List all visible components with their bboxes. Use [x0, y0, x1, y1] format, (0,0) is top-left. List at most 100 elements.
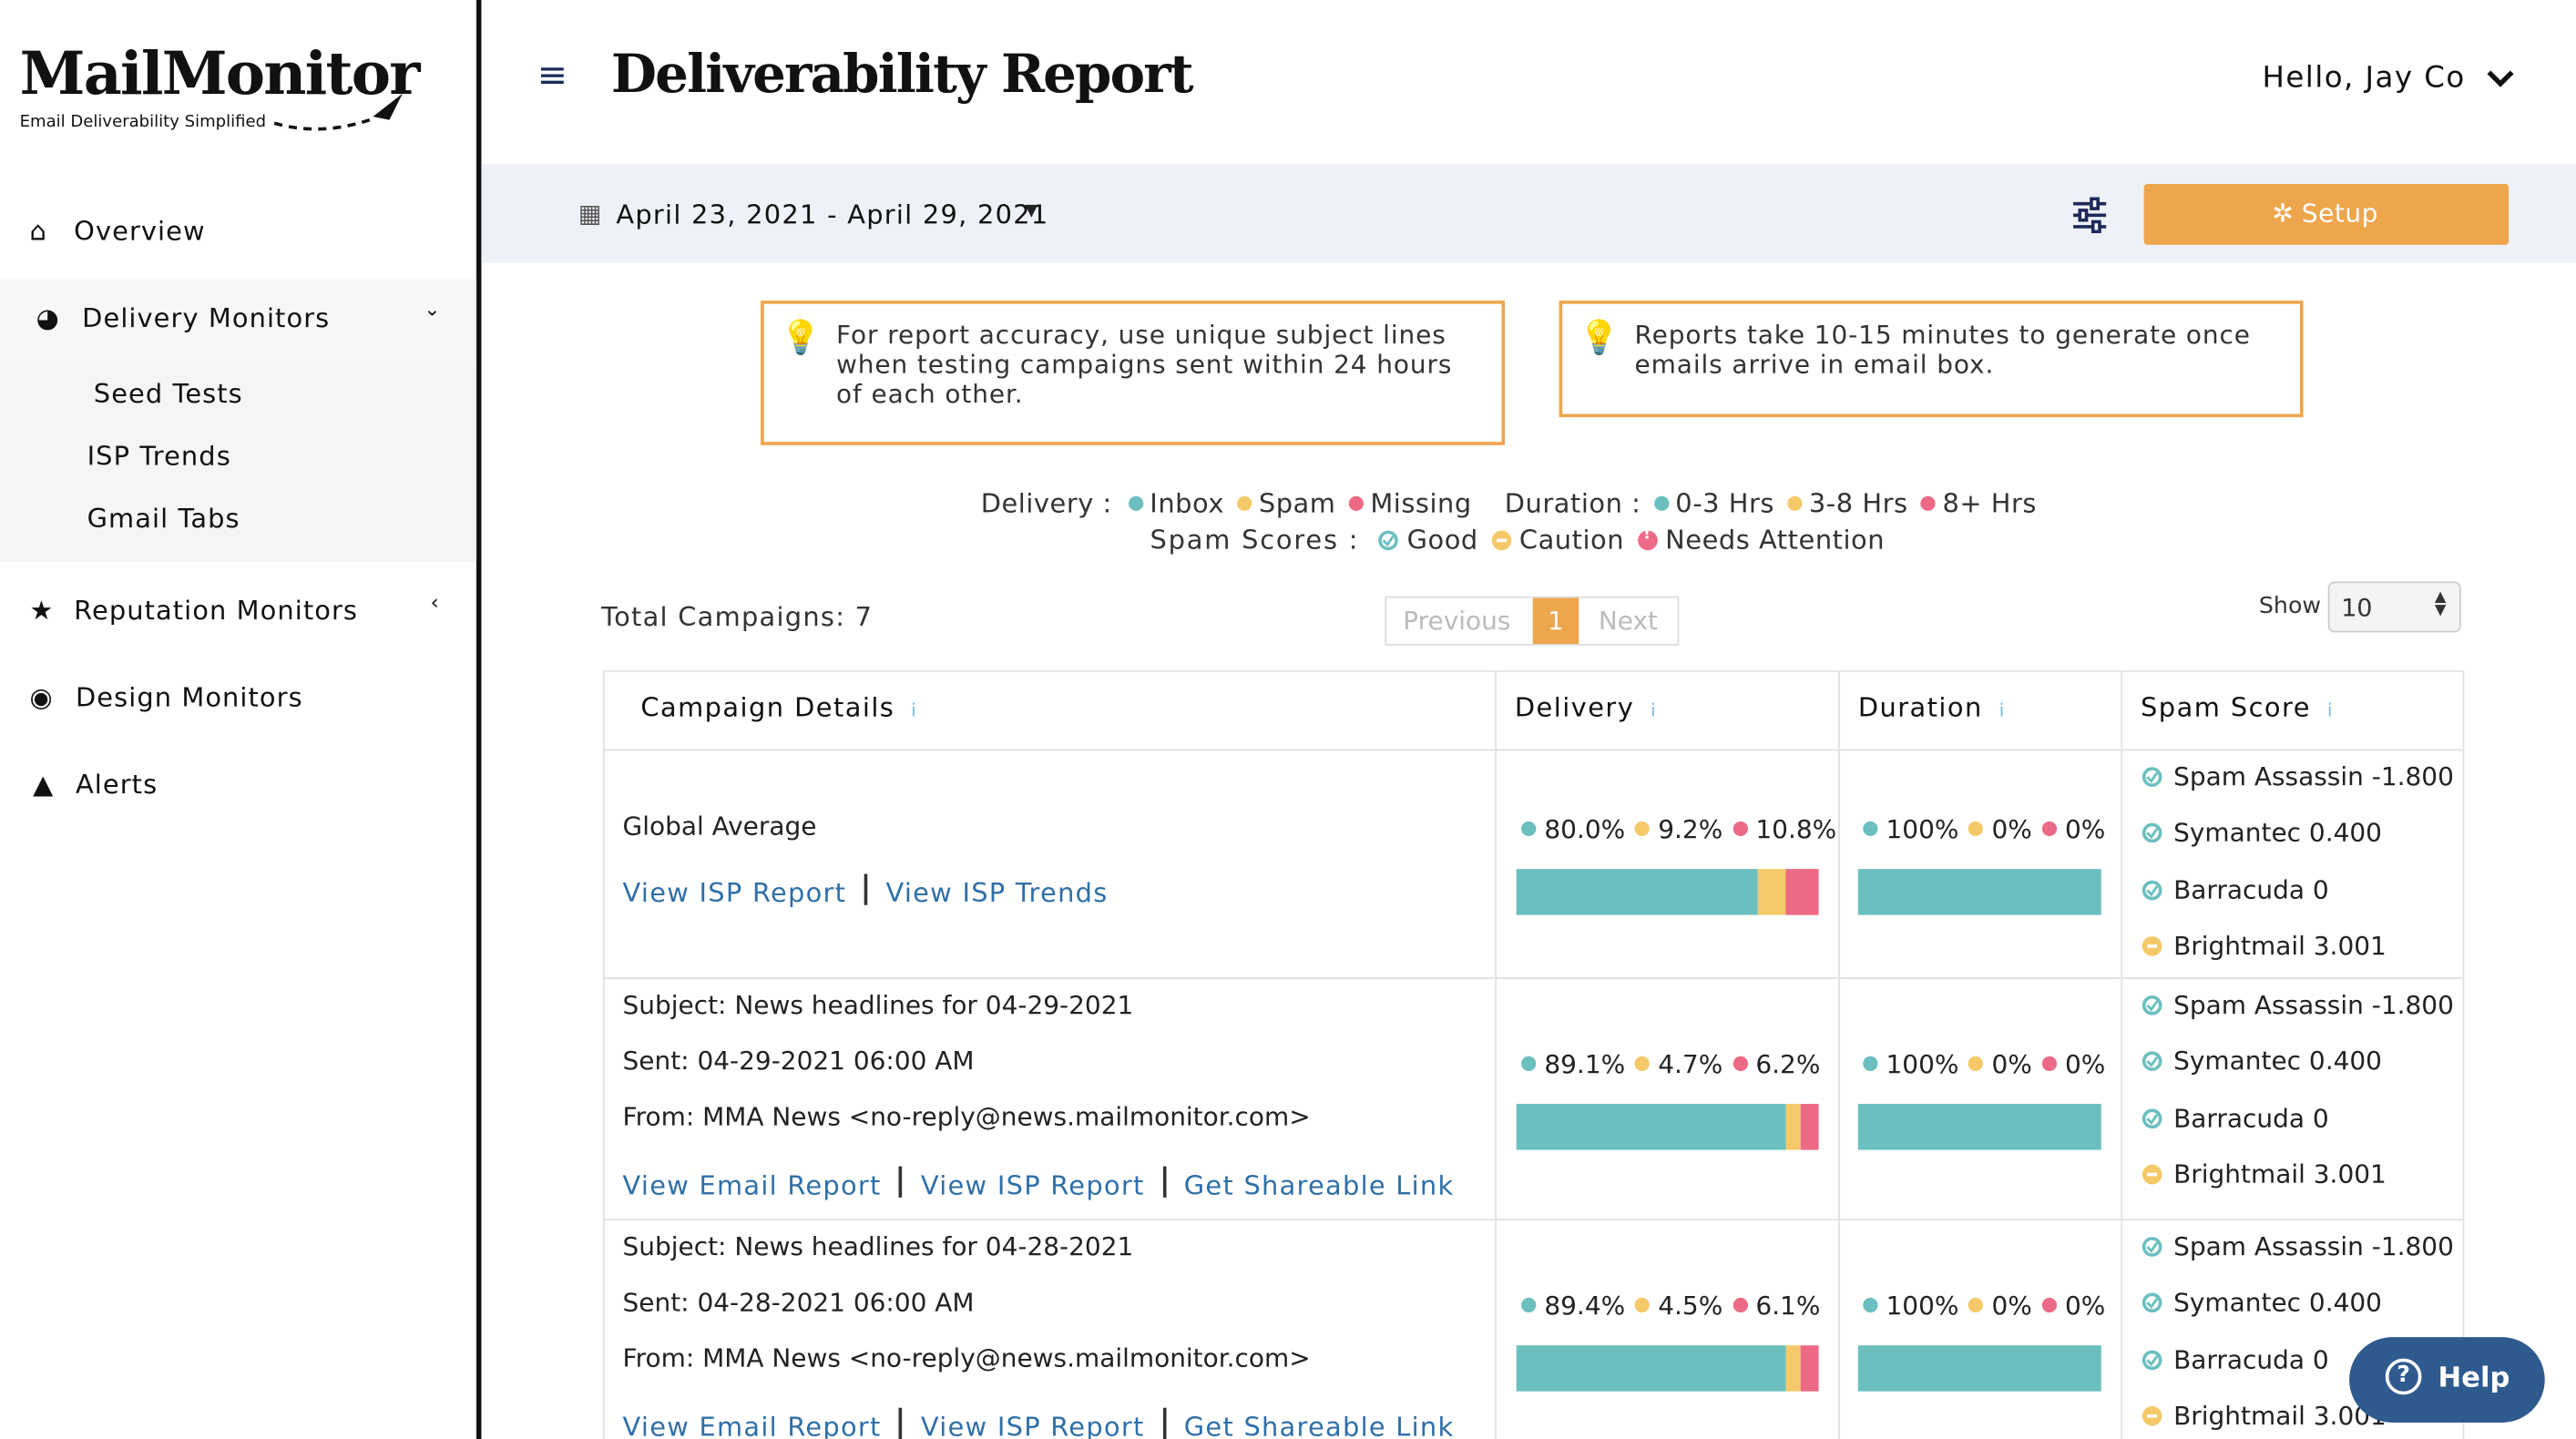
nav-icon: ◉	[29, 681, 54, 713]
campaign-detail: Subject: News headlines for 04-29-2021	[622, 990, 1134, 1021]
link[interactable]: View Email Report	[622, 1411, 882, 1439]
table-cell	[1838, 977, 2123, 1221]
sidebar-border	[476, 0, 482, 1439]
submenu-bg	[0, 361, 477, 562]
link[interactable]: Get Shareable Link	[1183, 1169, 1455, 1201]
legend-dot	[1733, 1297, 1748, 1313]
legend-dot	[1635, 1297, 1651, 1313]
legend-dot	[1521, 821, 1537, 837]
page-active[interactable]	[1532, 597, 1579, 645]
spam-score: Spam Assassin -1.800	[2129, 762, 2454, 791]
duration-value: 0%	[2064, 1291, 2106, 1322]
table-cell	[1495, 749, 1840, 979]
delivery-value: 89.1%	[1544, 1049, 1626, 1079]
page-number[interactable]: 1	[1547, 606, 1564, 637]
nav-item[interactable]: Alerts	[75, 769, 158, 801]
next-button[interactable]: Next	[1598, 606, 1658, 637]
setup-icon: ✲	[2272, 199, 2294, 229]
date-caret[interactable]: ▼	[1025, 201, 1038, 220]
status-icon: !	[1637, 526, 1658, 551]
legend-dot	[1521, 1056, 1537, 1071]
legend-item: Inbox	[1150, 487, 1224, 519]
link[interactable]: Get Shareable Link	[1183, 1411, 1455, 1439]
user-chevron[interactable]	[2486, 69, 2515, 89]
nav-item[interactable]: Reputation Monitors	[74, 594, 359, 627]
legend-label: Delivery :	[980, 487, 1112, 519]
logo-swoosh	[273, 93, 403, 131]
legend-dot	[1863, 1056, 1878, 1071]
logo[interactable]: MailMonitor	[19, 39, 421, 109]
show-label: Show	[2258, 593, 2322, 619]
legend-dot	[1348, 495, 1365, 511]
link[interactable]: View ISP Report	[920, 1411, 1145, 1439]
duration-bar-segment	[1857, 1345, 2101, 1392]
delivery-bar-segment	[1516, 869, 1759, 915]
tip-text: Reports take 10-15 minutes to generate o…	[1634, 320, 2251, 380]
nav-item[interactable]: Design Monitors	[75, 681, 303, 713]
menu-toggle[interactable]: ≡	[537, 56, 568, 97]
status-icon	[2142, 880, 2162, 900]
status-icon	[2142, 767, 2162, 787]
prev-button[interactable]: Previous	[1403, 606, 1511, 637]
setup-label[interactable]: Setup	[2301, 199, 2378, 229]
tagline: Email Deliverability Simplified	[19, 113, 267, 132]
legend-dot	[1237, 495, 1252, 511]
spam-text: Symantec 0.400	[2173, 1046, 2382, 1077]
delivery-bar-segment	[1516, 1104, 1786, 1150]
help-label[interactable]: Help	[2438, 1362, 2510, 1395]
delivery-bar-segment	[1785, 869, 1819, 915]
spam-text: Brightmail 3.001	[2173, 931, 2387, 961]
duration-value: 0%	[1991, 1049, 2032, 1079]
status-icon	[1491, 530, 1511, 551]
duration-value: 0%	[1991, 814, 2032, 845]
info-icon: i	[911, 699, 918, 721]
info-icon: i	[1998, 699, 2006, 721]
legend-dot	[1635, 821, 1651, 837]
submenu-item[interactable]: Seed Tests	[93, 377, 243, 410]
duration-value: 100%	[1886, 1049, 1959, 1079]
filter-icon[interactable]	[2071, 197, 2108, 234]
user-menu[interactable]: Hello, Jay Co	[2262, 60, 2466, 96]
delivery-value: 4.5%	[1658, 1291, 1723, 1322]
spam-text: Spam Assassin -1.800	[2173, 990, 2454, 1021]
page-size[interactable]: 10	[2341, 593, 2373, 623]
legend-label: Duration :	[1504, 487, 1641, 519]
legend-row: Spam Scores : Good Caution! Needs Attention	[1150, 524, 1885, 555]
spam-score: Symantec 0.400	[2129, 1046, 2382, 1077]
setup-button[interactable]	[2143, 184, 2510, 245]
total-campaigns: Total Campaigns: 7	[601, 601, 874, 633]
link[interactable]: View ISP Trends	[885, 877, 1109, 909]
legend-dot	[1863, 821, 1878, 837]
spam-text: Barracuda 0	[2173, 1344, 2329, 1374]
date-range[interactable]: April 23, 2021 - April 29, 2021	[616, 199, 1049, 230]
legend-dot	[1968, 1297, 1984, 1313]
campaign-detail: Subject: News headlines for 04-28-2021	[622, 1231, 1134, 1262]
nav-item[interactable]: Delivery Monitors	[82, 301, 331, 334]
delivery-value: 6.2%	[1755, 1049, 1821, 1079]
status-icon	[2142, 1237, 2162, 1257]
page-title: Deliverability Report	[610, 42, 1194, 106]
spam-text: Barracuda 0	[2173, 874, 2329, 905]
submenu-item[interactable]: Gmail Tabs	[87, 502, 240, 535]
spam-score: Barracuda 0	[2129, 1344, 2329, 1374]
help-button[interactable]	[2349, 1337, 2545, 1423]
link[interactable]: View ISP Report	[920, 1169, 1145, 1201]
page-size-select[interactable]	[2327, 581, 2461, 633]
column-header: Campaign Details i	[640, 691, 918, 723]
nav-item[interactable]: Overview	[74, 215, 206, 247]
table-cell	[1838, 1219, 2123, 1439]
legend-item: Spam	[1258, 487, 1336, 519]
legend-dot	[1128, 495, 1144, 511]
pagination	[1385, 596, 1680, 646]
status-icon	[2142, 1164, 2162, 1185]
link[interactable]: View ISP Report	[622, 877, 847, 909]
legend-dot	[1635, 1056, 1651, 1071]
chevron: ‹	[430, 591, 441, 617]
status-icon	[2142, 1051, 2162, 1072]
legend-dot	[2041, 1297, 2057, 1313]
link[interactable]: View Email Report	[622, 1169, 882, 1201]
column-header: Spam Score i	[2141, 691, 2334, 723]
nav-icon: ★	[29, 594, 55, 627]
submenu-item[interactable]: ISP Trends	[87, 440, 231, 472]
